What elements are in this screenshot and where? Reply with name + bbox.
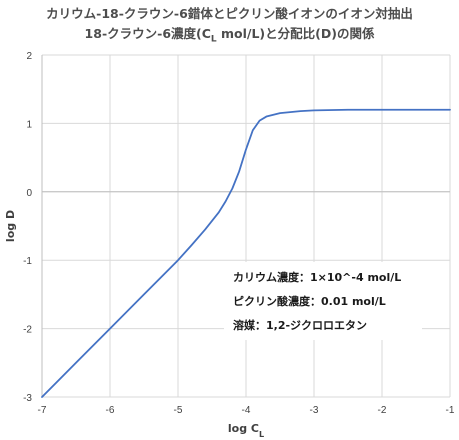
y-axis-label: log D	[4, 210, 17, 242]
chart-title-line1: カリウム-18-クラウン-6錯体とピクリン酸イオンのイオン対抽出	[46, 6, 413, 21]
annotation-solvent: 溶媒：1,2-ジクロロエタン	[233, 319, 368, 332]
x-axis-label: log CL	[228, 422, 264, 439]
chart-title-line2-post: mol/L)と分配比(D)の関係	[216, 26, 375, 41]
annotation-box: カリウム濃度：1×10^-4 mol/L ピクリン酸濃度：0.01 mol/L …	[224, 262, 422, 340]
series	[41, 108, 451, 398]
annotation-picric-acid: ピクリン酸濃度：0.01 mol/L	[233, 295, 386, 308]
x-axis-label-main: log C	[228, 422, 259, 435]
x-tick-label: -7	[38, 405, 47, 416]
x-tick-label: -1	[446, 405, 455, 416]
x-tick-label: -6	[106, 405, 115, 416]
x-tick-label: -2	[378, 405, 387, 416]
y-tick-label: -1	[23, 256, 32, 267]
x-axis-label-sub: L	[259, 430, 264, 439]
y-tick-label: -3	[23, 393, 32, 404]
y-tick-label: -2	[23, 325, 32, 336]
chart-title-line2: 18-クラウン-6濃度(CL mol/L)と分配比(D)の関係	[0, 24, 459, 50]
tick-labels: -7 -6 -5 -4 -3 -2 -1 -3 -2 -1 0 1 2	[23, 51, 455, 416]
y-tick-label: 2	[26, 51, 32, 62]
chart-title-line2-pre: 18-クラウン-6濃度(C	[84, 26, 211, 41]
x-tick-label: -3	[310, 405, 319, 416]
grid	[41, 54, 451, 398]
series-line	[41, 108, 451, 398]
chart-title: カリウム-18-クラウン-6錯体とピクリン酸イオンのイオン対抽出 18-クラウン…	[0, 4, 459, 50]
y-tick-label: 1	[26, 119, 32, 130]
y-tick-label: 0	[26, 188, 32, 199]
x-tick-label: -5	[174, 405, 183, 416]
x-tick-label: -4	[242, 405, 251, 416]
annotation-potassium: カリウム濃度：1×10^-4 mol/L	[233, 271, 402, 284]
chart-title-line2-sub: L	[210, 34, 217, 45]
axes	[41, 55, 450, 397]
